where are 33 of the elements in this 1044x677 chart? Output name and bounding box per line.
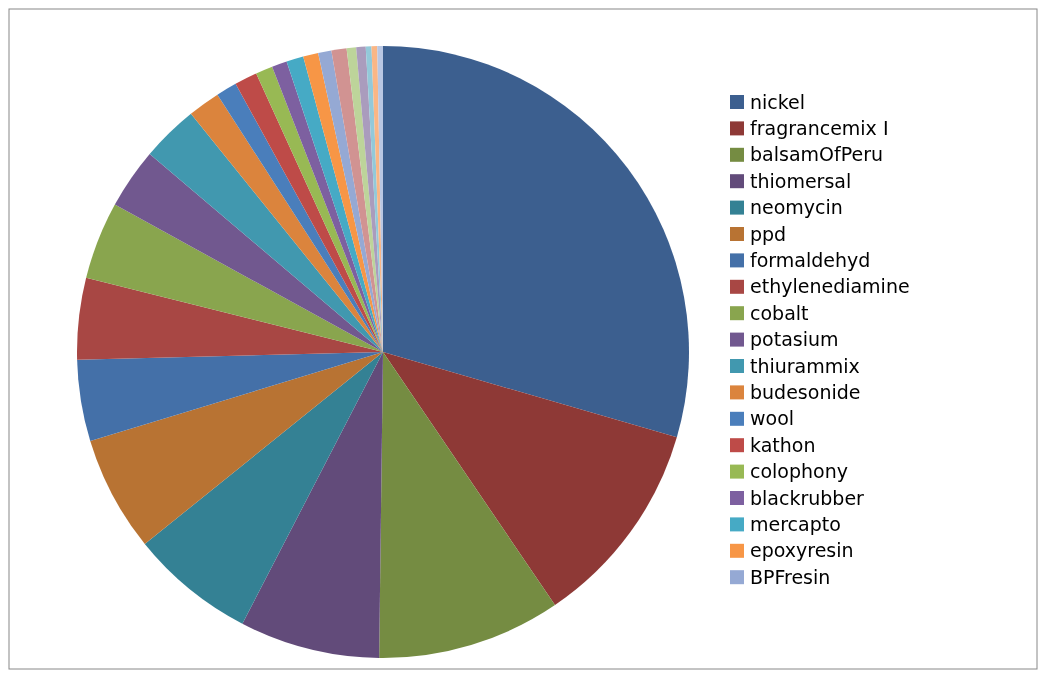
pie-slice xyxy=(190,94,383,352)
legend-label: epoxyresin xyxy=(750,539,854,562)
pie-slice xyxy=(383,352,677,606)
legend-label: blackrubber xyxy=(750,486,865,509)
legend-label: BPFresin xyxy=(750,565,831,588)
legend-label: formaldehyd xyxy=(750,249,871,272)
legend-label: kathon xyxy=(750,433,816,456)
legend-label: fragrancemix I xyxy=(750,117,889,140)
legend-label: potasium xyxy=(750,328,839,351)
legend-label: nickel xyxy=(750,90,806,113)
pie-slice xyxy=(149,113,383,352)
pie-slice xyxy=(331,48,383,352)
pie-slice xyxy=(318,50,383,352)
legend-label: budesonide xyxy=(750,381,861,404)
pie-slice xyxy=(86,204,383,352)
pie-slice xyxy=(383,46,689,438)
pie-slice xyxy=(77,277,383,360)
legend-label: ethylenediamine xyxy=(750,275,910,298)
legend-label: mercapto xyxy=(750,513,841,536)
legend-label: thiurammix xyxy=(750,354,860,377)
pie-slice xyxy=(379,352,555,658)
legend-label: colophony xyxy=(750,460,848,483)
legend-label: ppd xyxy=(750,222,787,245)
pie-slice xyxy=(144,352,383,624)
pie-slice xyxy=(114,154,383,352)
legend-label: thiomersal xyxy=(750,169,852,192)
legend-label: cobalt xyxy=(750,301,809,324)
legend-label: wool xyxy=(750,407,795,430)
legend-label: neomycin xyxy=(750,196,843,219)
legend-label: balsamOfPeru xyxy=(750,143,883,166)
pie-slice xyxy=(77,352,383,442)
pie-slice xyxy=(242,352,383,658)
pie-slice xyxy=(90,352,383,545)
